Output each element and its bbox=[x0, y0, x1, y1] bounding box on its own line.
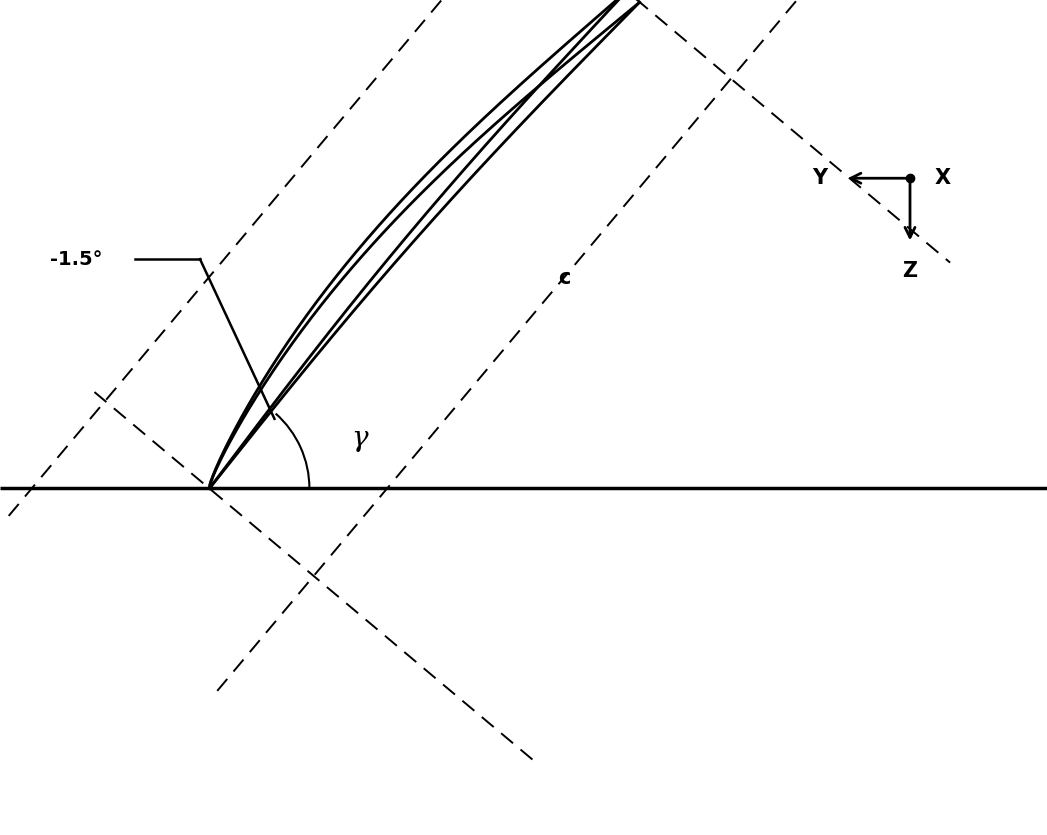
Text: X: X bbox=[935, 168, 951, 188]
Text: c: c bbox=[558, 267, 571, 287]
Text: γ: γ bbox=[351, 425, 367, 452]
Text: -1.5°: -1.5° bbox=[50, 250, 103, 269]
Text: Z: Z bbox=[903, 261, 917, 281]
Text: Y: Y bbox=[812, 168, 827, 188]
